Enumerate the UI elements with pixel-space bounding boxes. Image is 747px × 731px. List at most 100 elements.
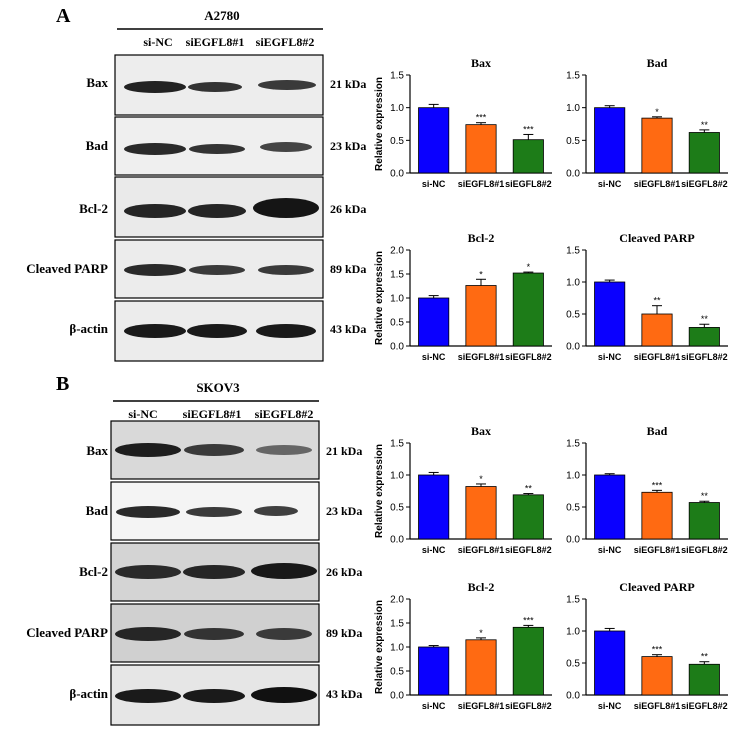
category-label: siEGFL8#2 — [681, 701, 728, 711]
blot-band — [186, 507, 242, 517]
bar — [594, 107, 626, 174]
y-tick-label: 1.0 — [390, 643, 404, 654]
lane-label: siEGFL8#2 — [256, 35, 315, 49]
bar — [512, 626, 544, 696]
panel-a-blot: A A2780 si-NC siEGFL8#1 siEGFL8#2 Bax Ba… — [26, 5, 366, 362]
cell-line-title-b: SKOV3 — [196, 380, 240, 395]
significance-label: * — [479, 474, 483, 484]
lane-label: siEGFL8#1 — [186, 35, 245, 49]
category-label: siEGFL8#1 — [634, 179, 681, 189]
bar-chart: Bad 0.0 0.5 1.0 1.5 si-NC * siEGFL8#1 ** siEGFL8#… — [566, 56, 728, 189]
y-tick-label: 1.0 — [566, 103, 580, 114]
chart-title: Bcl-2 — [468, 231, 495, 245]
blot-strip-bcl2 — [114, 176, 324, 238]
kda-label: 26 kDa — [330, 202, 366, 216]
blot-band — [183, 689, 245, 703]
y-tick-label: 1.5 — [566, 71, 580, 82]
bar — [512, 139, 544, 174]
category-label: siEGFL8#1 — [458, 179, 505, 189]
y-tick-label: 0.5 — [390, 667, 404, 678]
blot-strip-bad — [110, 481, 320, 541]
kda-label: 23 kDa — [326, 504, 362, 518]
blot-band — [187, 324, 247, 338]
category-label: siEGFL8#2 — [505, 179, 552, 189]
kda-label: 23 kDa — [330, 139, 366, 153]
blot-band — [115, 443, 181, 457]
y-axis-label: Relative expression — [374, 251, 385, 345]
y-tick-label: 0.0 — [566, 169, 580, 180]
category-label: siEGFL8#2 — [681, 352, 728, 362]
bar — [688, 327, 720, 347]
blot-band — [124, 324, 186, 338]
chart-title: Bad — [647, 56, 668, 70]
y-tick-label: 0.5 — [390, 503, 404, 514]
blot-strip-bcl2 — [110, 542, 320, 602]
category-label: si-NC — [598, 701, 622, 711]
protein-label: Cleaved PARP — [26, 625, 108, 640]
y-tick-label: 0.0 — [390, 691, 404, 702]
category-label: si-NC — [598, 179, 622, 189]
y-tick-label: 1.0 — [566, 278, 580, 289]
bar — [418, 474, 450, 540]
blot-strip-beta-actin — [114, 300, 324, 362]
bar-charts: Bax Relative expression 0.0 0.5 1.0 1.5 si-NC *… — [374, 56, 728, 711]
y-axis-label: Relative expression — [374, 77, 385, 171]
blot-band — [258, 265, 314, 275]
blot-band — [254, 506, 298, 516]
bar — [641, 491, 673, 540]
category-label: siEGFL8#1 — [458, 545, 505, 555]
y-tick-label: 1.0 — [566, 471, 580, 482]
blot-band — [256, 445, 312, 455]
bar — [512, 494, 544, 540]
kda-label: 43 kDa — [330, 322, 366, 336]
y-tick-label: 1.5 — [566, 595, 580, 606]
category-label: si-NC — [422, 352, 446, 362]
kda-label: 89 kDa — [326, 626, 362, 640]
y-tick-label: 0.0 — [390, 169, 404, 180]
blot-band — [124, 143, 186, 155]
category-label: siEGFL8#1 — [634, 545, 681, 555]
blot-band — [184, 444, 244, 456]
blot-strip-beta-actin — [110, 664, 320, 726]
blot-band — [256, 628, 312, 640]
significance-label: ** — [701, 491, 709, 501]
category-label: siEGFL8#2 — [505, 701, 552, 711]
y-tick-label: 0.5 — [390, 136, 404, 147]
y-tick-label: 0.5 — [566, 659, 580, 670]
blot-band — [124, 264, 186, 276]
y-tick-label: 2.0 — [390, 595, 404, 606]
protein-label: β-actin — [69, 686, 108, 701]
bar — [594, 630, 626, 696]
kda-label: 89 kDa — [330, 262, 366, 276]
y-tick-label: 2.0 — [390, 246, 404, 257]
protein-label: Bcl-2 — [79, 564, 108, 579]
category-label: siEGFL8#1 — [634, 701, 681, 711]
blot-band — [256, 324, 316, 338]
y-tick-label: 1.5 — [390, 439, 404, 450]
bar-chart: Bad 0.0 0.5 1.0 1.5 si-NC *** siEGFL8#1 ** siEGFL… — [566, 424, 728, 555]
y-tick-label: 0.0 — [390, 342, 404, 353]
significance-label: ** — [701, 314, 709, 324]
category-label: siEGFL8#2 — [505, 545, 552, 555]
y-tick-label: 0.0 — [566, 691, 580, 702]
protein-label: Bad — [86, 138, 109, 153]
bar — [465, 639, 497, 696]
lane-label: siEGFL8#1 — [183, 407, 242, 421]
kda-label: 21 kDa — [330, 77, 366, 91]
blot-strip-cleaved-parp — [114, 239, 324, 299]
significance-label: ** — [701, 120, 709, 130]
bar-chart: Cleaved PARP 0.0 0.5 1.0 1.5 si-NC *** siEGFL8#… — [566, 580, 728, 711]
bar — [465, 285, 497, 347]
bar — [641, 313, 673, 347]
blot-band — [260, 142, 312, 152]
blot-band — [115, 627, 181, 641]
bar — [418, 646, 450, 696]
blot-band — [253, 198, 319, 218]
chart-title: Bax — [471, 56, 491, 70]
protein-label: Bax — [86, 75, 108, 90]
significance-label: * — [479, 628, 483, 638]
blot-band — [115, 565, 181, 579]
significance-label: *** — [652, 480, 663, 490]
significance-label: ** — [701, 652, 709, 662]
category-label: siEGFL8#1 — [458, 701, 505, 711]
